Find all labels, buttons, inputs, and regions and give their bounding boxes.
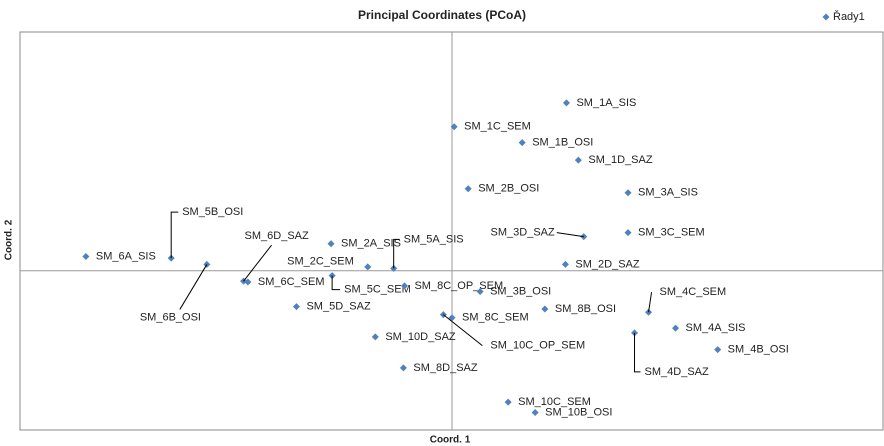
leader-line xyxy=(634,332,641,373)
point-label: SM_4B_OSI xyxy=(728,344,789,356)
point xyxy=(562,99,570,107)
point-label: SM_10D_SAZ xyxy=(385,331,456,343)
point-label: SM_1D_SAZ xyxy=(588,154,652,166)
x-axis-title: Coord. 1 xyxy=(430,435,471,446)
point-label: SM_5D_SAZ xyxy=(306,301,370,313)
leader-line xyxy=(179,264,208,310)
point-label: SM_6B_OSI xyxy=(140,311,201,323)
chart-title: Principal Coordinates (PCoA) xyxy=(358,8,526,22)
point-label: SM_4A_SIS xyxy=(686,322,746,334)
point-label: SM_1A_SIS xyxy=(576,97,636,109)
legend-label: Řady1 xyxy=(833,10,865,23)
point-label: SM_2C_SEM xyxy=(287,256,354,268)
point xyxy=(371,333,379,341)
point-label: SM_3A_SIS xyxy=(638,187,698,199)
point xyxy=(714,346,722,354)
point xyxy=(531,408,539,416)
point xyxy=(399,364,407,372)
point-label: SM_5A_SIS xyxy=(404,233,464,245)
point xyxy=(574,156,582,164)
leader-line xyxy=(170,211,179,259)
point xyxy=(518,139,526,147)
point-label: SM_4C_SEM xyxy=(660,286,727,298)
point-label: SM_8B_OSI xyxy=(555,303,616,315)
point xyxy=(450,123,458,131)
y-axis-title: Coord. 2 xyxy=(4,219,15,260)
point xyxy=(82,252,90,260)
point-label: SM_2D_SAZ xyxy=(575,258,639,270)
leader-line xyxy=(331,275,341,291)
point xyxy=(400,282,408,290)
point-label: SM_6C_SEM xyxy=(258,276,325,288)
point-label: SM_8D_SAZ xyxy=(413,362,477,374)
point-label: SM_10B_OSI xyxy=(545,406,612,418)
point-label: SM_2A_SIS xyxy=(341,238,401,250)
point-label: SM_4D_SAZ xyxy=(645,366,709,378)
point xyxy=(448,314,456,322)
point xyxy=(541,305,549,313)
point-label: SM_5B_OSI xyxy=(182,206,243,218)
leader-line xyxy=(556,232,584,238)
point xyxy=(504,398,512,406)
point-label: SM_2B_OSI xyxy=(478,183,539,195)
point-label: SM_3D_SAZ xyxy=(491,226,555,238)
point-label: SM_1B_OSI xyxy=(532,137,593,149)
point-label: SM_5C_SEM xyxy=(344,283,411,295)
leader-line xyxy=(393,238,400,269)
point xyxy=(292,303,300,311)
leader-line xyxy=(443,314,483,346)
point xyxy=(672,324,680,332)
point xyxy=(624,189,632,197)
point-label: SM_10C_SEM xyxy=(518,396,591,408)
point-label: SM_3B_OSI xyxy=(490,285,551,297)
point-label: SM_1C_SEM xyxy=(464,121,531,133)
point xyxy=(327,240,335,248)
point-label: SM_3C_SEM xyxy=(638,226,705,238)
point-label: SM_6D_SAZ xyxy=(245,230,309,242)
point xyxy=(244,278,252,286)
leader-line xyxy=(243,244,272,282)
legend-marker xyxy=(822,13,830,21)
point xyxy=(364,263,372,271)
point xyxy=(624,229,632,237)
point-label: SM_6A_SIS xyxy=(96,250,156,262)
point-label: SM_10C_OP_SEM xyxy=(490,339,585,351)
point xyxy=(476,287,484,295)
leader-line xyxy=(648,292,653,313)
point xyxy=(561,260,569,268)
point xyxy=(464,185,472,193)
point-label: SM_8C_OP_SEM xyxy=(414,280,503,292)
point-label: SM_8C_SEM xyxy=(462,312,529,324)
